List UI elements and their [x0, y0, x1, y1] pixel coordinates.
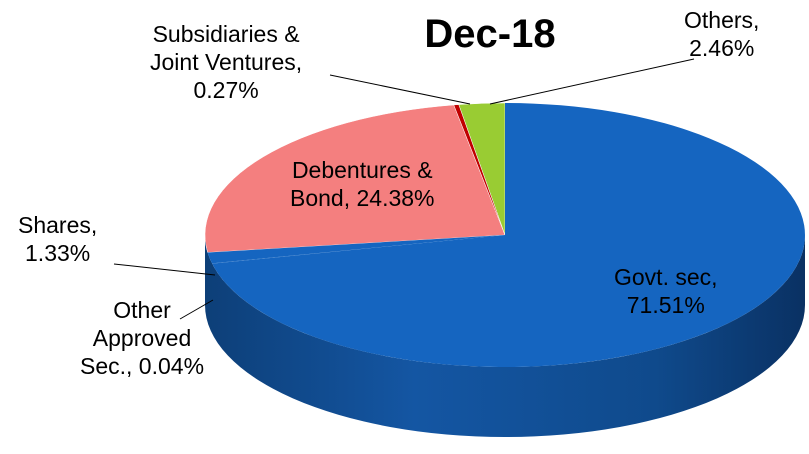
label-debentures: Debentures & Bond, 24.38%: [290, 156, 435, 212]
slice-others: [458, 102, 506, 236]
leader-others: [489, 58, 695, 105]
leader-lines: [113, 58, 695, 320]
label-other-approved-line3: Sec., 0.04%: [80, 353, 205, 379]
pie-side-wall: [205, 235, 805, 437]
label-debentures-line2: Bond, 24.38%: [290, 185, 435, 211]
label-other-approved-line1: Other: [113, 297, 171, 323]
slice-debentures: [204, 104, 506, 253]
label-subsidiaries: Subsidiaries & Joint Ventures, 0.27%: [150, 20, 302, 104]
slice-other-approved: [211, 235, 506, 264]
label-govt: Govt. sec, 71.51%: [614, 263, 718, 319]
label-shares-line1: Shares,: [18, 212, 98, 238]
slice-shares: [207, 235, 505, 264]
label-others-line1: Others,: [684, 7, 760, 33]
label-shares-line2: 1.33%: [25, 240, 91, 266]
leader-shares: [113, 263, 216, 276]
slice-govt: [212, 103, 805, 367]
label-others: Others, 2.46%: [684, 6, 759, 62]
label-govt-line2: 71.51%: [626, 292, 705, 318]
label-subsidiaries-line3: 0.27%: [193, 77, 259, 103]
chart-title: Dec-18: [424, 12, 556, 56]
label-govt-line1: Govt. sec,: [614, 264, 718, 290]
label-subsidiaries-line1: Subsidiaries &: [152, 21, 300, 47]
leader-subsidiaries: [329, 74, 471, 105]
label-debentures-line1: Debentures &: [291, 157, 433, 183]
label-other-approved: Other Approved Sec., 0.04%: [80, 296, 204, 380]
pie-side-body: [205, 235, 805, 437]
label-subsidiaries-line2: Joint Ventures,: [150, 49, 303, 75]
label-others-line2: 2.46%: [689, 35, 755, 61]
label-shares: Shares, 1.33%: [18, 211, 97, 267]
leader-other-approved: [179, 299, 214, 320]
pie-slices: [204, 102, 805, 367]
label-other-approved-line2: Approved: [92, 325, 192, 351]
